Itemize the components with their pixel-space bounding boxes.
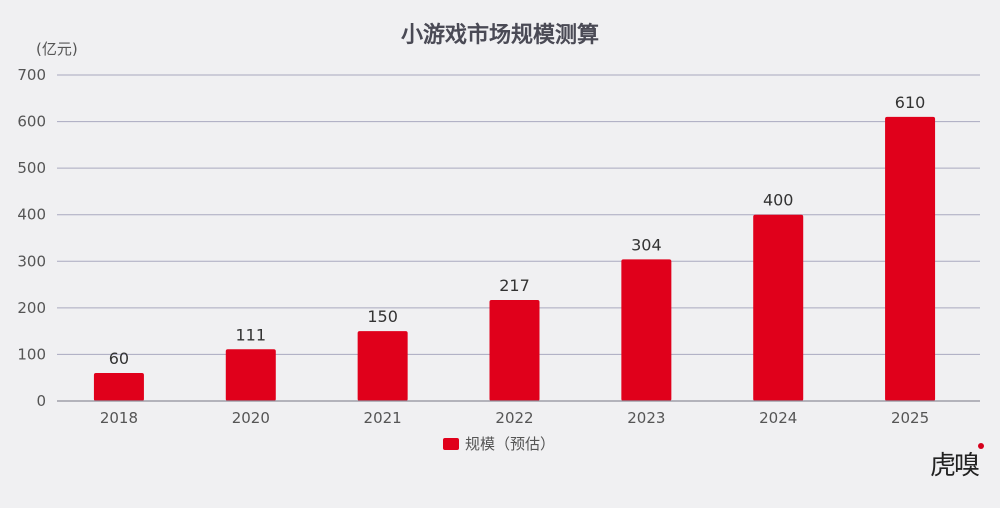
y-tick-label: 500 — [17, 159, 46, 177]
value-label: 304 — [631, 235, 662, 254]
bar[interactable] — [753, 214, 804, 401]
chart-title: 小游戏市场规模测算 — [401, 22, 599, 48]
y-tick-label: 300 — [17, 252, 46, 270]
value-label: 150 — [367, 307, 398, 326]
y-tick-label: 700 — [17, 66, 46, 84]
bar[interactable] — [93, 373, 144, 401]
legend[interactable]: 规模（预估） — [443, 435, 555, 453]
bar[interactable] — [885, 116, 936, 402]
x-tick-label: 2023 — [627, 409, 665, 427]
y-axis-ticks: 0 100 200 300 400 500 600 700 — [17, 66, 46, 410]
x-tick-label: 2024 — [759, 409, 797, 427]
bar[interactable] — [357, 331, 408, 401]
legend-swatch — [443, 438, 459, 450]
y-tick-label: 100 — [17, 345, 46, 363]
logo-dot — [978, 443, 984, 449]
value-label: 217 — [499, 276, 530, 295]
y-tick-label: 200 — [17, 299, 46, 317]
y-axis-unit-label: (亿元) — [36, 40, 78, 58]
x-axis-ticks: 2018 2020 2021 2022 2023 2024 2025 — [100, 409, 929, 427]
legend-label: 规模（预估） — [465, 435, 555, 453]
bar[interactable] — [621, 259, 672, 401]
y-tick-label: 400 — [17, 206, 46, 224]
value-label: 60 — [109, 349, 129, 368]
y-tick-label: 0 — [36, 392, 46, 410]
value-labels: 60 111 150 217 304 400 610 — [109, 93, 926, 368]
gridlines — [57, 74, 980, 355]
value-label: 111 — [236, 325, 267, 344]
x-tick-label: 2018 — [100, 409, 138, 427]
x-tick-label: 2022 — [495, 409, 533, 427]
bars — [93, 116, 936, 402]
y-tick-label: 600 — [17, 113, 46, 131]
huxiu-logo: 虎嗅 — [930, 443, 984, 482]
bar[interactable] — [225, 349, 276, 401]
x-tick-label: 2020 — [232, 409, 270, 427]
bar[interactable] — [489, 299, 540, 401]
value-label: 400 — [763, 191, 794, 210]
x-tick-label: 2021 — [364, 409, 402, 427]
value-label: 610 — [895, 93, 926, 112]
x-tick-label: 2025 — [891, 409, 929, 427]
